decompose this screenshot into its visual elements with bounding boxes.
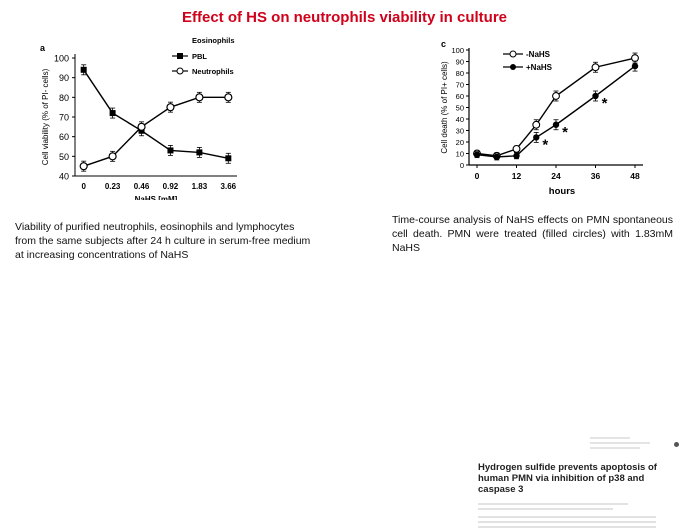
data-point-circle xyxy=(224,93,233,102)
y-tick-label: 100 xyxy=(451,46,464,55)
data-point-open-circle xyxy=(591,63,600,72)
data-point-circle xyxy=(108,152,117,161)
y-tick-label: 50 xyxy=(59,152,69,162)
x-tick-label: 0 xyxy=(475,171,480,181)
panel-label: c xyxy=(441,39,446,49)
reference-citation: Hydrogen sulfide prevents apoptosis of h… xyxy=(478,462,658,528)
chart-a-viability: a 40 50 60 70 80 90 100 0 0.23 0.46 0.92 1.83 3.66 NaH… xyxy=(40,36,237,200)
series-line xyxy=(83,96,229,167)
y-tick-label: 10 xyxy=(456,150,464,159)
data-point-open-circle xyxy=(532,120,541,129)
y-tick-label: 70 xyxy=(456,81,464,90)
series-line xyxy=(476,57,636,157)
y-tick-label: 60 xyxy=(59,132,69,142)
data-point-open-circle xyxy=(552,92,560,100)
x-tick-label: 0.46 xyxy=(134,182,150,191)
x-tick-label: 12 xyxy=(512,171,522,181)
x-tick-label: 3.66 xyxy=(221,182,237,191)
caption-left: Viability of purified neutrophils, eosin… xyxy=(15,221,311,261)
legend-marker-circle xyxy=(176,67,184,75)
data-point-square xyxy=(196,149,203,156)
data-point-circle xyxy=(137,122,146,131)
legend-entry: +NaHS xyxy=(526,63,553,72)
slide-bullet-dot xyxy=(674,442,679,447)
reference-affiliation-line xyxy=(478,516,656,518)
data-point-circle xyxy=(195,93,204,102)
data-point-square xyxy=(80,66,87,73)
data-point-circle xyxy=(79,162,88,171)
significance-asterisk: * xyxy=(602,95,608,112)
y-axis-label: Cell death (% of PI+ cells) xyxy=(440,61,449,154)
y-tick-label: 40 xyxy=(456,115,464,124)
y-tick-label: 80 xyxy=(456,69,464,78)
slide-title: Effect of HS on neutrophils viability in… xyxy=(181,9,508,26)
x-tick-label: 0.23 xyxy=(105,182,121,191)
legend-entry: Eosinophils xyxy=(192,36,235,45)
y-tick-label: 20 xyxy=(456,138,464,147)
legend-entry: -NaHS xyxy=(526,50,551,59)
x-tick-label: 36 xyxy=(591,171,601,181)
data-point-filled-circle xyxy=(473,151,481,158)
caption-right: Time-course analysis of NaHS effects on … xyxy=(392,214,673,254)
reference-header-lines xyxy=(590,437,660,452)
x-tick-label: 0 xyxy=(81,182,86,191)
data-point-filled-circle xyxy=(493,153,500,161)
y-tick-label: 100 xyxy=(54,54,69,64)
legend-marker-filled-circle xyxy=(510,64,516,70)
x-tick-label: 48 xyxy=(630,171,640,181)
reference-authors-line xyxy=(478,503,628,505)
y-tick-label: 70 xyxy=(59,113,69,123)
data-point-open-circle xyxy=(512,144,521,153)
reference-affiliation-line xyxy=(478,521,656,523)
y-tick-label: 90 xyxy=(456,58,464,67)
data-point-square xyxy=(109,110,116,117)
series-line xyxy=(476,65,636,158)
y-tick-label: 30 xyxy=(456,127,464,136)
data-point-open-circle xyxy=(631,54,639,62)
data-point-square xyxy=(225,155,232,162)
data-point-filled-circle xyxy=(533,134,540,141)
data-point-filled-circle xyxy=(513,152,520,159)
data-point-filled-circle xyxy=(631,62,639,70)
y-tick-label: 90 xyxy=(59,73,69,83)
x-tick-label: 0.92 xyxy=(163,182,179,191)
y-tick-label: 50 xyxy=(456,104,464,113)
legend-entry: Neutrophils xyxy=(192,67,234,76)
y-tick-label: 60 xyxy=(456,92,464,101)
data-point-circle xyxy=(166,103,175,112)
data-point-filled-circle xyxy=(592,92,599,100)
y-tick-label: 80 xyxy=(59,93,69,103)
significance-asterisk: * xyxy=(562,124,568,141)
data-point-square xyxy=(167,147,174,154)
chart-c-time-course: c 0 10 20 30 40 50 60 70 80 90 100 0 12 24 36 48 hours Cel… xyxy=(440,39,643,197)
series-line xyxy=(83,69,229,159)
legend-marker-square xyxy=(177,53,183,59)
y-tick-label: 0 xyxy=(460,161,464,170)
x-axis-label: NaHS [mM] xyxy=(135,195,178,200)
legend-marker-open-circle xyxy=(509,50,517,58)
data-point-filled-circle xyxy=(552,121,560,128)
x-axis-label: hours xyxy=(549,186,575,197)
y-axis-label: Cell viability (% of PI- cells) xyxy=(41,68,50,165)
legend-entry: PBL xyxy=(192,52,207,61)
reference-title: Hydrogen sulfide prevents apoptosis of h… xyxy=(478,462,657,495)
x-tick-label: 1.83 xyxy=(192,182,208,191)
reference-authors-line xyxy=(478,508,613,510)
significance-asterisk: * xyxy=(542,136,548,153)
panel-label: a xyxy=(40,43,46,53)
x-tick-label: 24 xyxy=(551,171,561,181)
y-tick-label: 40 xyxy=(59,172,69,182)
